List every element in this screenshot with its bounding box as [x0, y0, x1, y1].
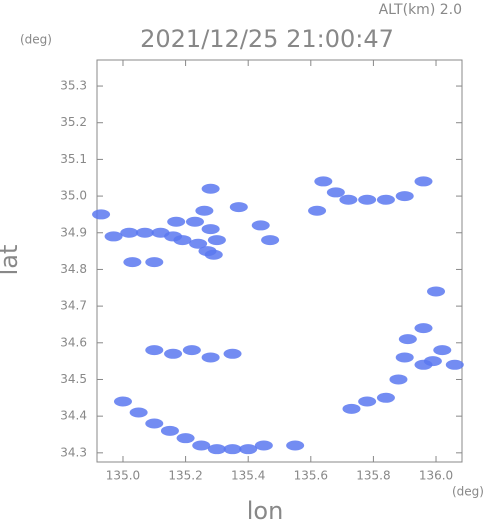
echo-point: [201, 352, 220, 363]
echo-point: [145, 345, 164, 356]
echo-point: [427, 286, 446, 297]
chart-subtitle: ALT(km) 2.0: [379, 2, 462, 18]
echo-point: [123, 257, 142, 268]
echo-point: [145, 257, 164, 268]
echo-point: [129, 407, 148, 418]
echo-point: [251, 220, 270, 231]
y-axis-label: lat: [0, 245, 23, 276]
echo-point: [223, 348, 242, 359]
plot-frame: [96, 59, 463, 463]
y-tick-label: 34.9: [60, 225, 87, 239]
echo-point: [314, 176, 333, 187]
echo-point: [423, 356, 442, 367]
echo-point: [261, 235, 280, 246]
echo-point: [182, 345, 201, 356]
echo-point: [113, 396, 132, 407]
x-tick-label: 135.8: [356, 469, 390, 483]
x-tick-label: 135.6: [294, 469, 328, 483]
y-tick-label: 35.0: [60, 189, 87, 203]
echo-point: [189, 238, 208, 249]
echo-point: [167, 216, 186, 227]
x-tick-label: 135.0: [106, 469, 140, 483]
echo-point: [164, 348, 183, 359]
y-tick-label: 34.7: [60, 299, 87, 313]
y-unit: (deg): [20, 33, 52, 47]
echo-point: [398, 334, 417, 345]
echo-point: [286, 440, 305, 451]
echo-point: [433, 345, 452, 356]
echo-point: [120, 227, 139, 238]
y-tick-label: 34.5: [60, 372, 87, 386]
echo-point: [173, 235, 192, 246]
y-tick-label: 35.3: [60, 79, 87, 93]
x-unit: (deg): [452, 485, 484, 499]
x-tick-label: 135.4: [231, 469, 265, 483]
echo-point: [308, 205, 327, 216]
echo-point: [376, 194, 395, 205]
echo-point: [326, 187, 345, 198]
echo-point: [192, 440, 211, 451]
echo-point: [92, 209, 111, 220]
y-tick-label: 34.3: [60, 445, 87, 459]
echo-point: [104, 231, 123, 242]
echo-point: [414, 176, 433, 187]
echo-point: [195, 205, 214, 216]
echo-point: [204, 249, 223, 260]
y-tick-label: 34.6: [60, 335, 87, 349]
echo-point: [339, 194, 358, 205]
echo-point: [376, 392, 395, 403]
echo-point: [358, 396, 377, 407]
echo-point: [176, 433, 195, 444]
echo-point: [414, 323, 433, 334]
echo-point: [160, 425, 179, 436]
x-axis-label: lon: [247, 497, 284, 521]
echo-point: [201, 224, 220, 235]
echo-point: [389, 374, 408, 385]
y-tick-label: 35.1: [60, 152, 87, 166]
echo-point: [185, 216, 204, 227]
chart-title: 2021/12/25 21:00:47: [140, 25, 394, 53]
echo-point: [135, 227, 154, 238]
y-tick-label: 35.2: [60, 115, 87, 129]
echo-point: [254, 440, 273, 451]
echo-point: [395, 191, 414, 202]
x-tick-label: 135.2: [168, 469, 202, 483]
echo-point: [445, 359, 464, 370]
echo-point: [239, 444, 258, 455]
echo-point: [207, 444, 226, 455]
echo-point: [201, 183, 220, 194]
echo-point: [207, 235, 226, 246]
y-tick-label: 34.8: [60, 262, 87, 276]
y-tick-label: 34.4: [60, 409, 87, 423]
echo-point: [358, 194, 377, 205]
echo-point: [223, 444, 242, 455]
echo-point: [342, 403, 361, 414]
echo-point: [145, 418, 164, 429]
echo-point: [395, 352, 414, 363]
x-tick-label: 136.0: [419, 469, 453, 483]
echo-point: [229, 202, 248, 213]
